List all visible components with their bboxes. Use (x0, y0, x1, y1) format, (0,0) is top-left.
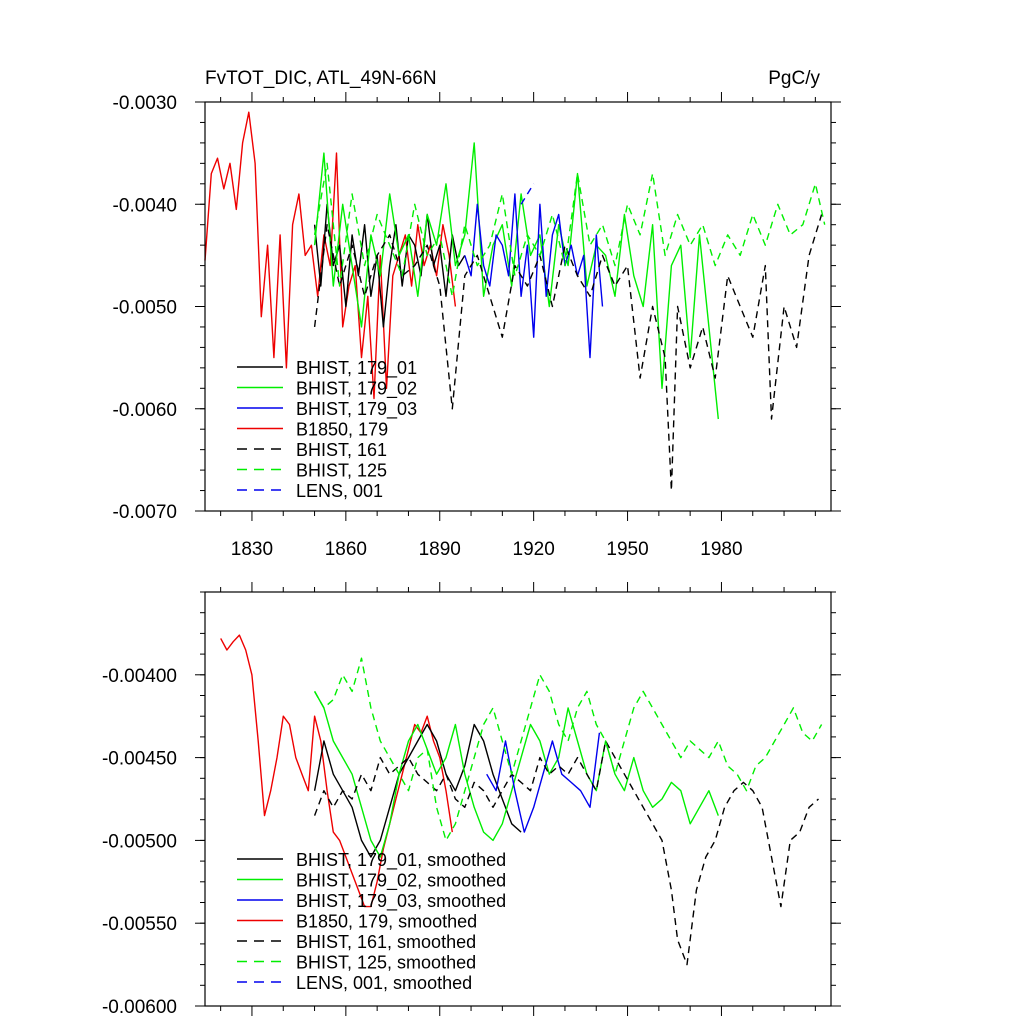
top-series-line-3 (464, 193, 604, 359)
bottom-y-tick-label: -0.00400 (102, 666, 177, 687)
top-x-tick-label: 1890 (419, 539, 461, 560)
top-legend-label-0: BHIST, 179_01 (296, 358, 417, 379)
top-x-tick-label: 1950 (606, 539, 648, 560)
top-panel: FvTOT_DIC, ATL_49N-66N PgC/y 1830 1860 189… (113, 68, 841, 560)
top-y-tick-label: -0.0040 (113, 195, 177, 216)
top-series-line-5 (313, 162, 826, 297)
bottom-legend-label-4: BHIST, 161, smoothed (296, 932, 476, 952)
top-series-line-1 (313, 203, 466, 328)
top-title: FvTOT_DIC, ATL_49N-66N (205, 68, 437, 89)
top-legend-label-1: BHIST, 179_02 (296, 379, 417, 400)
top-series-line-6 (520, 183, 535, 205)
top-series-line-4 (313, 214, 823, 492)
top-x-tick-label: 1920 (513, 539, 555, 560)
bottom-series-line-2 (313, 691, 719, 858)
bottom-y-tick-label: -0.00500 (102, 831, 177, 852)
bottom-panel: -0.00400 -0.00450 -0.00500 -0.00550 -0.00600… (102, 582, 841, 1018)
top-legend-label-6: LENS, 001 (296, 481, 383, 501)
top-legend-label-5: BHIST, 125 (296, 461, 387, 481)
top-legend-label-3: B1850, 179 (296, 420, 388, 440)
top-axis-ticks: 1830 1860 1890 1920 1950 1980 -0.0030 -0.0040 -0… (113, 92, 841, 560)
top-y-tick-label: -0.0070 (113, 502, 177, 523)
bottom-series-line-1 (313, 723, 522, 858)
bottom-series-group (220, 634, 823, 966)
top-x-tick-label: 1980 (700, 539, 742, 560)
bottom-series-line-3 (486, 732, 601, 833)
top-x-tick-label: 1860 (325, 539, 367, 560)
top-series-group (204, 111, 826, 492)
top-series-line-0 (204, 111, 457, 400)
top-y-tick-label: -0.0050 (113, 298, 177, 319)
top-units: PgC/y (768, 68, 820, 89)
bottom-legend-label-1: BHIST, 179_02, smoothed (296, 871, 506, 892)
bottom-series-line-4 (313, 740, 819, 966)
bottom-legend-label-6: LENS, 001, smoothed (296, 973, 472, 993)
top-legend-label-4: BHIST, 161 (296, 440, 387, 460)
top-y-tick-label: -0.0030 (113, 93, 177, 114)
top-legend-label-2: BHIST, 179_03 (296, 399, 417, 420)
bottom-axis-ticks: -0.00400 -0.00450 -0.00500 -0.00550 -0.00600 (102, 582, 841, 1018)
bottom-legend-label-0: BHIST, 179_01, smoothed (296, 850, 506, 871)
bottom-series-line-0 (220, 634, 453, 908)
bottom-legend-label-2: BHIST, 179_03, smoothed (296, 891, 506, 912)
top-y-tick-label: -0.0060 (113, 400, 177, 421)
bottom-y-tick-label: -0.00600 (102, 997, 177, 1018)
bottom-legend-label-5: BHIST, 125, smoothed (296, 953, 476, 973)
bottom-y-tick-label: -0.00550 (102, 914, 177, 935)
top-series-line-2 (313, 142, 719, 420)
bottom-y-tick-label: -0.00450 (102, 749, 177, 770)
top-x-tick-label: 1830 (231, 539, 273, 560)
bottom-series-line-5 (313, 657, 823, 842)
bottom-legend-label-3: B1850, 179, smoothed (296, 912, 477, 932)
